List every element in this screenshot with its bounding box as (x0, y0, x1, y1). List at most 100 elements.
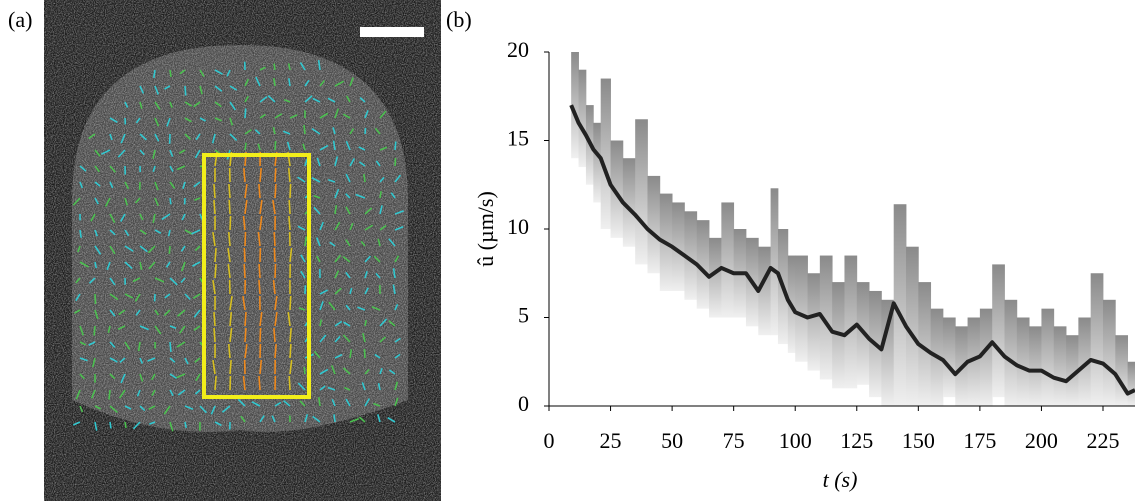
flow-arrow (242, 296, 246, 311)
flow-arrow (195, 133, 201, 141)
flow-arrow (288, 375, 291, 391)
flow-arrow (229, 311, 233, 327)
band-segment (807, 273, 821, 371)
flow-arrow (167, 229, 171, 237)
flow-arrow (169, 341, 172, 352)
band-segment (600, 78, 611, 229)
flow-arrow (243, 167, 246, 183)
flow-arrow (364, 207, 373, 215)
flow-arrow (271, 415, 276, 423)
flow-arrow (349, 287, 353, 295)
flow-arrow (168, 245, 171, 254)
flow-arrow (94, 421, 98, 431)
flow-arrow (169, 277, 178, 286)
flow-arrow (394, 304, 399, 311)
flow-arrow (375, 160, 381, 167)
flow-arrow (274, 263, 277, 279)
flow-arrow (304, 158, 308, 167)
flow-arrow (319, 112, 329, 119)
flow-arrow (184, 293, 191, 300)
flow-arrow (228, 199, 231, 215)
flow-arrow (377, 238, 381, 247)
flow-arrow (79, 181, 84, 189)
flow-arrow (178, 149, 186, 154)
flow-arrow (90, 213, 96, 222)
flow-arrow (361, 382, 366, 391)
flow-arrow (274, 296, 278, 311)
flow-arrow (375, 272, 381, 279)
flow-arrow (313, 206, 321, 215)
flow-arrow (345, 239, 351, 247)
flow-arrow (214, 117, 222, 122)
flow-arrow (139, 405, 146, 412)
flow-arrow (287, 167, 291, 183)
flow-arrow (298, 307, 306, 311)
flow-arrow (394, 174, 402, 183)
flow-arrow (139, 325, 149, 331)
flow-arrow (374, 127, 381, 135)
flow-arrow (303, 125, 306, 135)
flow-arrow (213, 183, 216, 199)
flow-arrow (132, 421, 141, 430)
flow-arrow (124, 245, 134, 252)
flow-arrow (109, 133, 113, 141)
flow-arrow (184, 229, 193, 235)
flow-arrow (287, 312, 291, 327)
flow-arrow (334, 156, 339, 167)
flow-arrow (244, 95, 249, 103)
flow-arrow (180, 261, 186, 272)
x-tick-label: 75 (723, 428, 745, 453)
flow-arrow (364, 255, 372, 263)
flow-arrow (214, 247, 217, 263)
flow-arrow (332, 127, 336, 135)
flow-arrow (92, 357, 96, 368)
flow-arrow (259, 359, 263, 375)
flow-arrow (358, 416, 366, 423)
flow-arrow (226, 69, 231, 77)
flow-arrow (282, 130, 291, 135)
flow-arrow (272, 127, 276, 135)
flow-arrow (212, 360, 216, 375)
flow-arrow (163, 405, 171, 415)
band-segment (635, 119, 648, 265)
flow-arrow (148, 261, 156, 270)
flow-arrow (176, 341, 186, 348)
panel-label: (b) (446, 7, 472, 32)
flow-arrow (180, 277, 186, 284)
band-segment (906, 246, 919, 406)
flow-arrow (319, 385, 326, 391)
flow-arrow (88, 341, 96, 346)
flow-arrow (332, 140, 336, 151)
flow-arrow (287, 63, 291, 71)
flow-arrow (229, 117, 234, 126)
flow-arrow (154, 85, 160, 95)
band-segment (1041, 308, 1055, 406)
band-segment (684, 211, 698, 300)
flow-arrow (377, 414, 381, 423)
flow-arrow (327, 97, 336, 103)
band-segment (622, 158, 636, 247)
flow-arrow (184, 117, 192, 123)
flow-arrow (257, 143, 261, 151)
flow-arrow (229, 215, 232, 231)
flow-arrow (227, 264, 231, 279)
flow-arrow (164, 85, 171, 90)
x-tick-label: 25 (600, 428, 622, 453)
flow-arrow (229, 327, 233, 343)
flow-arrow (334, 254, 342, 263)
flow-arrow (169, 325, 177, 330)
flow-arrow (289, 183, 292, 199)
flow-arrow (139, 373, 144, 382)
flow-arrow (120, 373, 126, 384)
flow-arrow (154, 133, 160, 142)
flow-arrow (388, 369, 396, 375)
flow-arrow (214, 375, 217, 391)
flow-arrow (229, 85, 238, 91)
flow-arrow (379, 367, 383, 375)
flow-arrow (94, 165, 100, 173)
flow-arrow (244, 200, 248, 215)
flow-arrow (199, 85, 203, 95)
flow-arrow (318, 397, 321, 407)
band-segment (1115, 335, 1129, 406)
band-segment (979, 308, 993, 406)
